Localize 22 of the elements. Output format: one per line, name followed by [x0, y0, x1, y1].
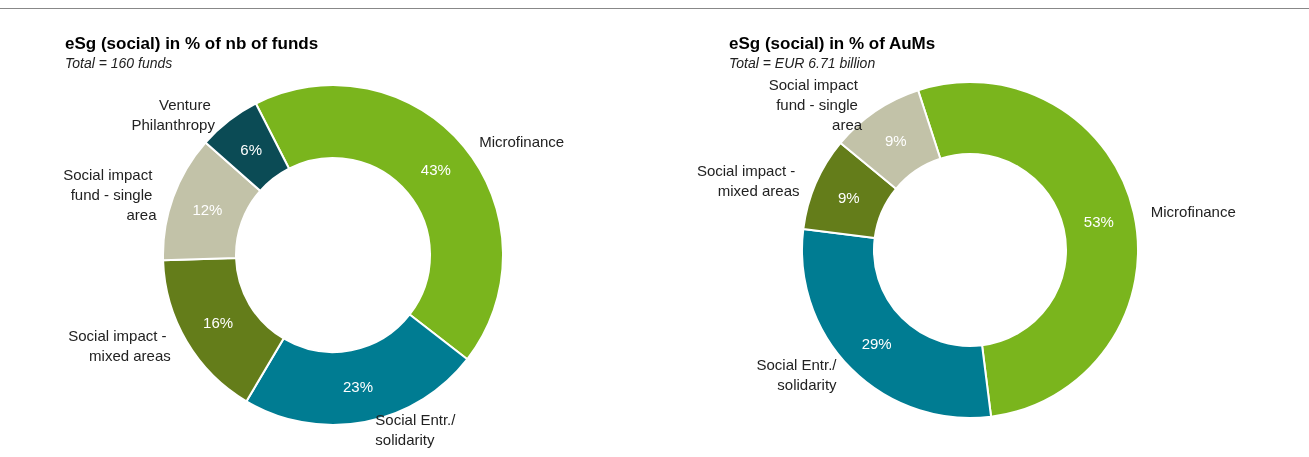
slice-label: Microfinance [479, 133, 565, 151]
data-label: 43% [420, 161, 451, 179]
data-label: 6% [240, 141, 263, 159]
slice-label: Social Entr./solidarity [756, 355, 838, 393]
data-label: 9% [838, 189, 860, 207]
chart-subtitle: Total = 160 funds [65, 55, 173, 71]
data-label: 53% [1083, 212, 1114, 230]
data-label: 9% [884, 132, 907, 150]
data-label: 23% [343, 377, 374, 395]
slice-label: Social Entr./solidarity [375, 411, 457, 449]
chart-subtitle: Total = EUR 6.71 billion [729, 55, 876, 71]
chart-title: eSg (social) in % of AuMs [729, 34, 936, 53]
data-label: 16% [203, 314, 234, 332]
slice-label: Venture Philanthropy [131, 95, 216, 133]
data-label: 29% [861, 334, 892, 352]
chart-title: eSg (social) in % of nb of funds [65, 34, 319, 53]
slice-label: Social impact - mixed areas [696, 161, 800, 199]
data-label: 12% [192, 201, 223, 219]
slice-label: Microfinance [1150, 203, 1236, 221]
slice-label: Social impact fund - single area [63, 166, 158, 224]
slice-label: Social impact - mixed areas [68, 327, 171, 365]
slice-label: Social impact fund - single area [768, 75, 863, 133]
